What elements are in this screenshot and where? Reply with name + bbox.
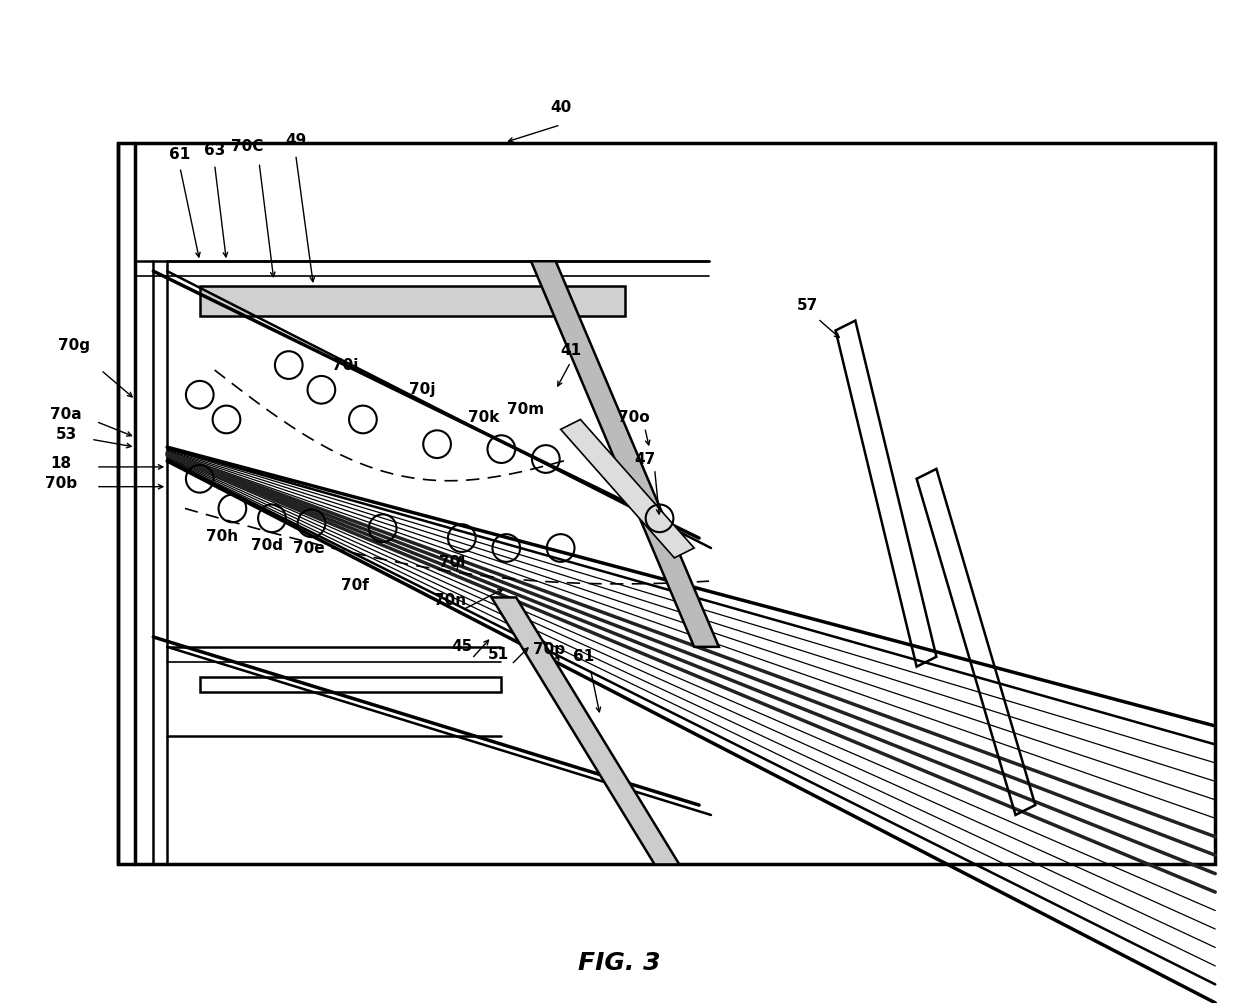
- Text: 70o: 70o: [618, 410, 649, 425]
- Text: 70e: 70e: [292, 542, 325, 557]
- Text: 47: 47: [634, 451, 655, 466]
- Text: 70C: 70C: [230, 139, 264, 154]
- Text: 70p: 70p: [533, 642, 565, 658]
- Text: 70d: 70d: [252, 538, 282, 553]
- Text: FIG. 3: FIG. 3: [579, 952, 660, 976]
- Polygon shape: [561, 420, 694, 558]
- Text: 49: 49: [285, 133, 306, 148]
- Text: 61: 61: [572, 650, 593, 665]
- Bar: [199, 286, 624, 315]
- Polygon shape: [492, 597, 679, 864]
- Text: 57: 57: [797, 298, 819, 313]
- Text: 70m: 70m: [508, 402, 545, 417]
- Text: 70f: 70f: [341, 578, 369, 593]
- Text: 70a: 70a: [51, 407, 82, 422]
- Text: 70j: 70j: [409, 383, 435, 398]
- Text: 70g: 70g: [58, 337, 90, 352]
- Text: 53: 53: [56, 427, 77, 442]
- Polygon shape: [532, 261, 719, 646]
- Text: 18: 18: [51, 456, 72, 471]
- Bar: [118, 143, 1215, 864]
- Text: 70i: 70i: [332, 357, 358, 373]
- Text: 51: 51: [488, 648, 509, 663]
- Text: 70k: 70k: [468, 410, 499, 425]
- Bar: [199, 677, 502, 693]
- Text: 70n: 70n: [434, 593, 466, 608]
- Text: 63: 63: [204, 143, 225, 158]
- Text: 41: 41: [560, 342, 581, 357]
- Text: 45: 45: [451, 639, 472, 655]
- Text: 40: 40: [550, 101, 571, 116]
- Text: 70b: 70b: [46, 476, 77, 491]
- Text: 61: 61: [170, 147, 191, 162]
- Text: 70l: 70l: [439, 555, 465, 570]
- Text: 70h: 70h: [207, 529, 239, 544]
